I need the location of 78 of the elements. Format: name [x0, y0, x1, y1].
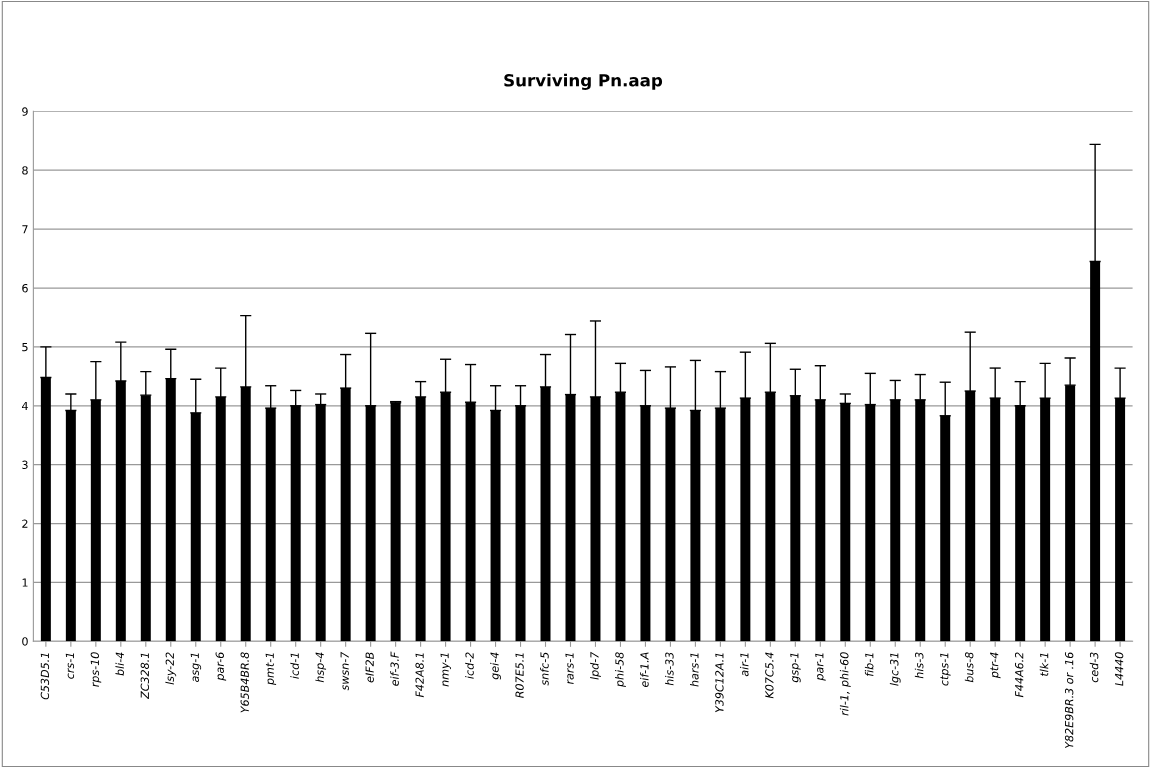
bar: [815, 399, 826, 642]
x-tick-label: F44A6.2: [1014, 652, 1024, 698]
bar: [115, 381, 126, 642]
x-tick-label: fib-1: [864, 653, 874, 677]
x-tick-label: hars-1: [690, 653, 699, 687]
x-tick-label: asg-1: [190, 653, 202, 682]
y-tick-label: 5: [22, 343, 28, 352]
bar: [140, 395, 151, 642]
x-tick-label: eIF2B: [365, 652, 374, 683]
x-tick-label: icd-1: [290, 653, 299, 679]
x-tick-label: bli-4: [115, 652, 125, 676]
x-tick-label: K07C5.4: [765, 652, 774, 699]
x-tick-label: ctps-1: [940, 653, 951, 686]
y-tick-label: 6: [22, 283, 28, 293]
x-tick-label: par-6: [215, 652, 227, 681]
y-tick-label: 8: [22, 166, 28, 175]
y-tick-label: 2: [22, 519, 28, 528]
x-tick-label: eif-1.A: [640, 652, 649, 688]
x-tick-label: Y39C12A.1: [715, 653, 724, 713]
bar: [215, 396, 226, 642]
x-tick-label: ZC328.1: [140, 653, 150, 700]
bar: [90, 399, 101, 642]
y-tick-label: 0: [22, 637, 28, 646]
x-tick-label: rars-1: [565, 653, 574, 685]
x-tick-label: lgc-31: [889, 653, 901, 686]
x-tick-label: his-3: [914, 652, 924, 679]
bar: [740, 398, 751, 642]
x-tick-label: R07E5.1: [515, 653, 524, 698]
bar: [990, 398, 1001, 642]
x-tick-label: Y65B4BR.8: [240, 652, 249, 713]
bar: [1065, 385, 1076, 642]
x-tick-label: phi-58: [615, 652, 626, 688]
x-tick-label: tlk-1: [1039, 653, 1049, 676]
x-tick-label: lsy-22: [165, 652, 177, 685]
y-tick-label: 1: [22, 578, 28, 587]
x-tick-label: gei-4: [490, 652, 501, 680]
y-tick-label: 3: [22, 460, 28, 470]
y-tick-label: 7: [22, 225, 28, 234]
x-tick-label: icd-2: [465, 652, 474, 679]
x-tick-label: nmy-1: [440, 653, 451, 687]
bar: [240, 386, 251, 642]
x-tick-label: Y82E9BR.3 or .16: [1064, 652, 1074, 749]
bar: [590, 396, 601, 642]
x-tick-label: par-1: [815, 653, 826, 681]
bar: [265, 408, 276, 642]
bar: [415, 396, 426, 642]
bar: [1115, 398, 1126, 642]
x-tick-label: ced-3: [1089, 652, 1099, 683]
bar: [390, 402, 401, 642]
x-tick-label: eif-3.F: [390, 651, 399, 686]
bar: [340, 388, 351, 642]
x-tick-label: swsn-7: [340, 651, 349, 691]
bar: [715, 408, 726, 642]
x-tick-label: gsp-1: [790, 653, 801, 683]
bar: [665, 408, 676, 642]
bar: [890, 399, 901, 642]
x-tick-label: C53D5.1: [40, 653, 50, 700]
x-tick-label: snfc-5: [540, 652, 549, 686]
bar: [915, 399, 926, 642]
y-tick-label: 9: [22, 107, 28, 116]
x-tick-label: ptr-4: [990, 652, 1001, 679]
x-tick-label: F42A8.1: [415, 653, 424, 698]
chart-title: Surviving Pn.aap: [504, 73, 663, 90]
y-tick-label: 4: [21, 401, 28, 410]
x-tick-label: hsp-4: [315, 652, 327, 683]
bar: [540, 386, 551, 642]
x-tick-label: L4440: [1114, 652, 1124, 686]
x-tick-label: ril-1, phi-60: [839, 652, 851, 716]
x-tick-label: lpd-7: [590, 651, 601, 680]
bar: [1040, 398, 1051, 642]
x-tick-label: bus-8: [964, 652, 974, 683]
x-tick-label: air-1: [739, 653, 749, 677]
bar: [190, 412, 201, 642]
x-tick-label: crs-1: [65, 653, 75, 679]
x-tick-label: his-33: [665, 652, 674, 686]
x-tick-label: pmt-1: [265, 653, 277, 686]
bar: [965, 391, 976, 642]
x-tick-label: rps-10: [90, 652, 102, 687]
